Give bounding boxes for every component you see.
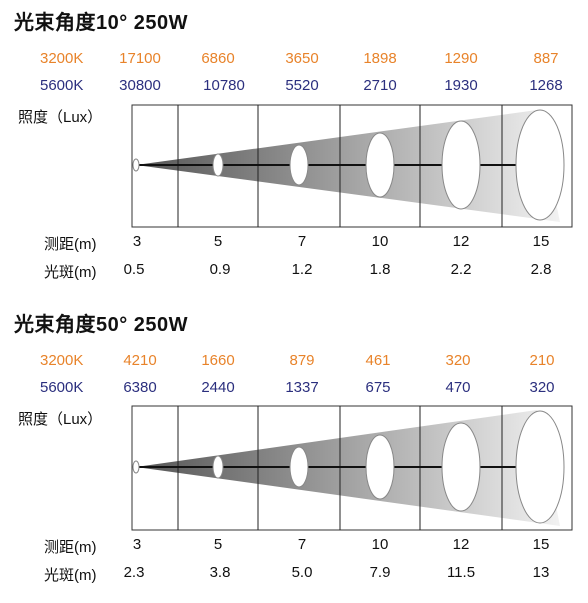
spot-value: 3.8 — [209, 564, 231, 581]
cool-temp-label: 5600K — [40, 379, 84, 396]
beam-spot — [365, 434, 395, 500]
distance-value: 7 — [297, 233, 307, 250]
spot-label: 光斑(m) — [44, 567, 97, 584]
distance-value: 3 — [132, 233, 142, 250]
warm-temp-label: 3200K — [40, 50, 84, 67]
spot-value: 2.8 — [530, 261, 552, 278]
warm-lux-value: 1660 — [201, 352, 235, 369]
warm-lux-value: 320 — [445, 352, 471, 369]
distance-value: 15 — [532, 536, 550, 553]
cool-lux-value: 675 — [365, 379, 391, 396]
cool-temp-label: 5600K — [40, 77, 84, 94]
beam-diagram-svg — [131, 104, 573, 228]
spot-value: 7.9 — [369, 564, 391, 581]
warm-lux-value: 210 — [529, 352, 555, 369]
beam-spot — [132, 460, 140, 474]
spot-value: 11.5 — [446, 564, 476, 581]
cool-lux-value: 6380 — [123, 379, 157, 396]
spot-value: 2.2 — [450, 261, 472, 278]
cool-lux-value: 2440 — [201, 379, 235, 396]
beam-spot — [515, 410, 565, 524]
beam-spot — [515, 109, 565, 221]
beam-spot — [212, 153, 224, 177]
distance-value: 5 — [213, 233, 223, 250]
cool-lux-value: 2710 — [363, 77, 397, 94]
spot-value: 13 — [532, 564, 550, 581]
beam-spot — [365, 132, 395, 198]
beam-spot — [441, 422, 481, 512]
cool-lux-value: 320 — [529, 379, 555, 396]
cool-lux-value: 10780 — [203, 77, 245, 94]
cool-lux-value: 470 — [445, 379, 471, 396]
spot-value: 1.2 — [291, 261, 313, 278]
warm-lux-value: 6860 — [201, 50, 235, 67]
beam-spot — [289, 446, 309, 488]
warm-temp-label: 3200K — [40, 352, 84, 369]
distance-value: 10 — [371, 233, 389, 250]
warm-lux-value: 17100 — [119, 50, 161, 67]
beam-spot — [212, 455, 224, 479]
spot-label: 光斑(m) — [44, 264, 97, 281]
cool-lux-value: 1268 — [529, 77, 563, 94]
spot-value: 5.0 — [291, 564, 313, 581]
beam-panel-50deg: 光束角度50° 250W 3200K 4210 1660 879 461 320… — [0, 302, 588, 602]
distance-label: 测距(m) — [44, 539, 97, 556]
beam-spot — [289, 144, 309, 186]
warm-lux-value: 887 — [533, 50, 559, 67]
spot-value: 0.9 — [209, 261, 231, 278]
distance-value: 12 — [452, 536, 470, 553]
warm-lux-value: 461 — [365, 352, 391, 369]
panel-title: 光束角度10° 250W — [14, 12, 189, 34]
warm-lux-value: 1290 — [444, 50, 478, 67]
panel-title: 光束角度50° 250W — [14, 314, 189, 336]
warm-lux-value: 879 — [289, 352, 315, 369]
cool-lux-value: 30800 — [119, 77, 161, 94]
warm-lux-value: 3650 — [285, 50, 319, 67]
beam-spot — [132, 158, 140, 172]
distance-value: 5 — [213, 536, 223, 553]
distance-value: 7 — [297, 536, 307, 553]
cool-lux-value: 5520 — [285, 77, 319, 94]
distance-label: 测距(m) — [44, 236, 97, 253]
distance-value: 10 — [371, 536, 389, 553]
lux-axis-label: 照度（Lux） — [18, 109, 103, 126]
beam-diagram-svg — [131, 405, 573, 531]
spot-value: 1.8 — [369, 261, 391, 278]
distance-value: 12 — [452, 233, 470, 250]
distance-value: 15 — [532, 233, 550, 250]
spot-value: 2.3 — [123, 564, 145, 581]
warm-lux-value: 1898 — [363, 50, 397, 67]
cool-lux-value: 1337 — [285, 379, 319, 396]
beam-panel-10deg: 光束角度10° 250W 3200K 17100 6860 3650 1898 … — [0, 0, 588, 300]
cool-lux-value: 1930 — [444, 77, 478, 94]
beam-spot — [441, 120, 481, 210]
spot-value: 0.5 — [123, 261, 145, 278]
distance-value: 3 — [132, 536, 142, 553]
lux-axis-label: 照度（Lux） — [18, 411, 103, 428]
warm-lux-value: 4210 — [123, 352, 157, 369]
